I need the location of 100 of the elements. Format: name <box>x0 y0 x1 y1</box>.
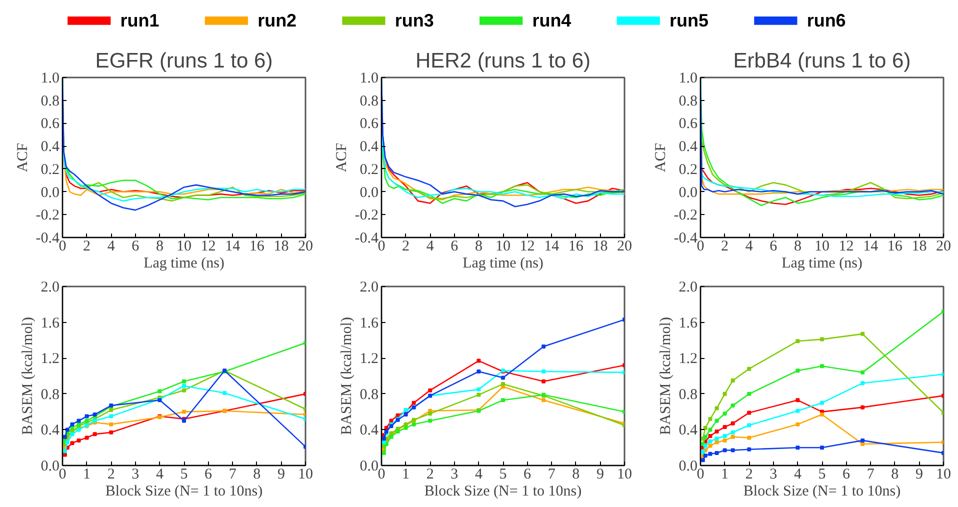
y-tick-label: 0.8 <box>360 93 378 110</box>
x-tick-label: 9 <box>596 466 604 482</box>
x-tick-label: 2 <box>402 238 410 254</box>
x-tick-label: 7 <box>228 466 237 482</box>
x-tick-label: 10 <box>936 466 951 482</box>
x-tick-label: 10 <box>298 466 313 482</box>
x-axis-title: Lag time (ns) <box>462 256 544 272</box>
y-tick-label: 0.0 <box>40 458 60 474</box>
y-tick-label: -0.2 <box>354 208 379 224</box>
x-tick-label: 1 <box>83 466 91 482</box>
x-tick-label: 20 <box>617 238 632 254</box>
x-tick-label: 0 <box>58 466 66 482</box>
x-axis-title: Lag time (ns) <box>144 256 224 272</box>
x-tick-label: 3 <box>450 466 458 482</box>
x-tick-label: 10 <box>176 238 192 254</box>
y-axis-title: ACF <box>14 142 31 172</box>
x-tick-label: 6 <box>132 238 140 254</box>
x-axis-title: Block Size (N= 1 to 10ns) <box>743 484 901 500</box>
y-tick-label: 0.4 <box>40 422 60 439</box>
x-tick-label: 1 <box>721 466 729 482</box>
x-tick-label: 6 <box>770 238 778 254</box>
legend-label: run5 <box>670 10 709 31</box>
y-tick-label: 2.0 <box>360 280 378 296</box>
y-tick-label: 0.0 <box>360 184 378 201</box>
y-tick-label: 0.4 <box>678 139 698 156</box>
x-tick-label: 6 <box>842 466 851 482</box>
x-tick-label: 4 <box>156 466 164 482</box>
y-axis-title: BASEM (kcal/mol) <box>20 317 36 435</box>
x-tick-label: 2 <box>426 466 434 482</box>
y-tick-label: 0.4 <box>360 139 379 156</box>
x-tick-label: 12 <box>200 238 216 254</box>
y-tick-label: 0.8 <box>40 93 60 110</box>
y-tick-label: 0.0 <box>40 184 60 201</box>
x-tick-label: 8 <box>253 466 261 482</box>
y-tick-label: 0.0 <box>678 458 698 474</box>
y-tick-label: 0.6 <box>678 116 698 132</box>
y-tick-label: 0.8 <box>678 93 698 110</box>
y-tick-label: -0.4 <box>354 230 379 246</box>
legend-label: run6 <box>806 10 846 31</box>
y-axis-title: ACF <box>334 142 350 172</box>
y-tick-label: -0.2 <box>674 208 698 224</box>
x-tick-label: 8 <box>156 238 164 254</box>
y-tick-label: -0.2 <box>36 208 60 224</box>
x-tick-label: 12 <box>838 238 854 254</box>
x-tick-label: 3 <box>132 466 140 482</box>
y-tick-label: 1.6 <box>678 315 698 332</box>
y-tick-label: 0.0 <box>360 458 378 474</box>
chart-title: ErbB4 (runs 1 to 6) <box>733 50 911 72</box>
x-tick-label: 8 <box>891 466 899 482</box>
legend-label: run3 <box>394 10 434 31</box>
y-axis-title: ACF <box>652 142 669 172</box>
y-tick-label: 0.4 <box>360 422 379 439</box>
y-tick-label: 0.0 <box>678 184 698 201</box>
y-tick-label: 0.8 <box>40 386 60 403</box>
y-tick-label: 1.6 <box>40 315 60 332</box>
x-tick-label: 12 <box>520 238 535 254</box>
x-tick-label: 14 <box>544 238 560 254</box>
y-tick-label: 1.0 <box>360 70 378 86</box>
x-tick-label: 5 <box>818 466 826 482</box>
x-tick-label: 4 <box>107 238 116 254</box>
x-tick-label: 4 <box>426 238 434 254</box>
y-tick-label: 0.2 <box>40 162 60 178</box>
x-tick-label: 0 <box>378 238 386 254</box>
x-tick-label: 4 <box>794 466 802 482</box>
x-tick-label: 0 <box>58 238 66 254</box>
chart-title: EGFR (runs 1 to 6) <box>95 50 273 72</box>
x-tick-label: 7 <box>548 466 556 482</box>
x-tick-label: 9 <box>277 466 285 482</box>
y-tick-label: 0.6 <box>40 116 60 132</box>
x-tick-label: 3 <box>770 466 778 482</box>
legend-label: run2 <box>258 10 297 31</box>
y-tick-label: 0.4 <box>678 422 698 439</box>
x-tick-label: 2 <box>107 466 115 482</box>
x-tick-label: 10 <box>617 466 632 482</box>
y-tick-label: 2.0 <box>678 280 698 296</box>
x-tick-label: 18 <box>912 238 927 254</box>
y-tick-label: 0.8 <box>678 386 698 403</box>
x-tick-label: 0 <box>696 238 704 254</box>
x-tick-label: 4 <box>745 238 754 254</box>
y-tick-label: 1.2 <box>678 351 698 368</box>
x-tick-label: 8 <box>474 238 482 254</box>
y-axis-title: BASEM (kcal/mol) <box>658 317 674 435</box>
x-tick-label: 1 <box>402 466 410 482</box>
y-tick-label: 2.0 <box>40 280 60 296</box>
y-tick-label: 0.6 <box>360 116 379 132</box>
x-tick-label: 14 <box>225 238 241 254</box>
x-tick-label: 10 <box>496 238 510 254</box>
y-tick-label: -0.4 <box>674 230 698 246</box>
x-tick-label: 16 <box>568 238 584 254</box>
x-tick-label: 20 <box>936 238 951 254</box>
x-tick-label: 16 <box>887 238 903 254</box>
x-tick-label: 2 <box>745 466 753 482</box>
x-tick-label: 18 <box>592 238 608 254</box>
x-tick-label: 6 <box>450 238 459 254</box>
x-tick-label: 5 <box>499 466 507 482</box>
chart-title: HER2 (runs 1 to 6) <box>415 50 591 72</box>
x-tick-label: 2 <box>83 238 91 254</box>
x-tick-label: 0 <box>696 466 704 482</box>
x-tick-label: 2 <box>721 238 729 254</box>
x-axis-title: Block Size (N= 1 to 10ns) <box>105 484 263 500</box>
